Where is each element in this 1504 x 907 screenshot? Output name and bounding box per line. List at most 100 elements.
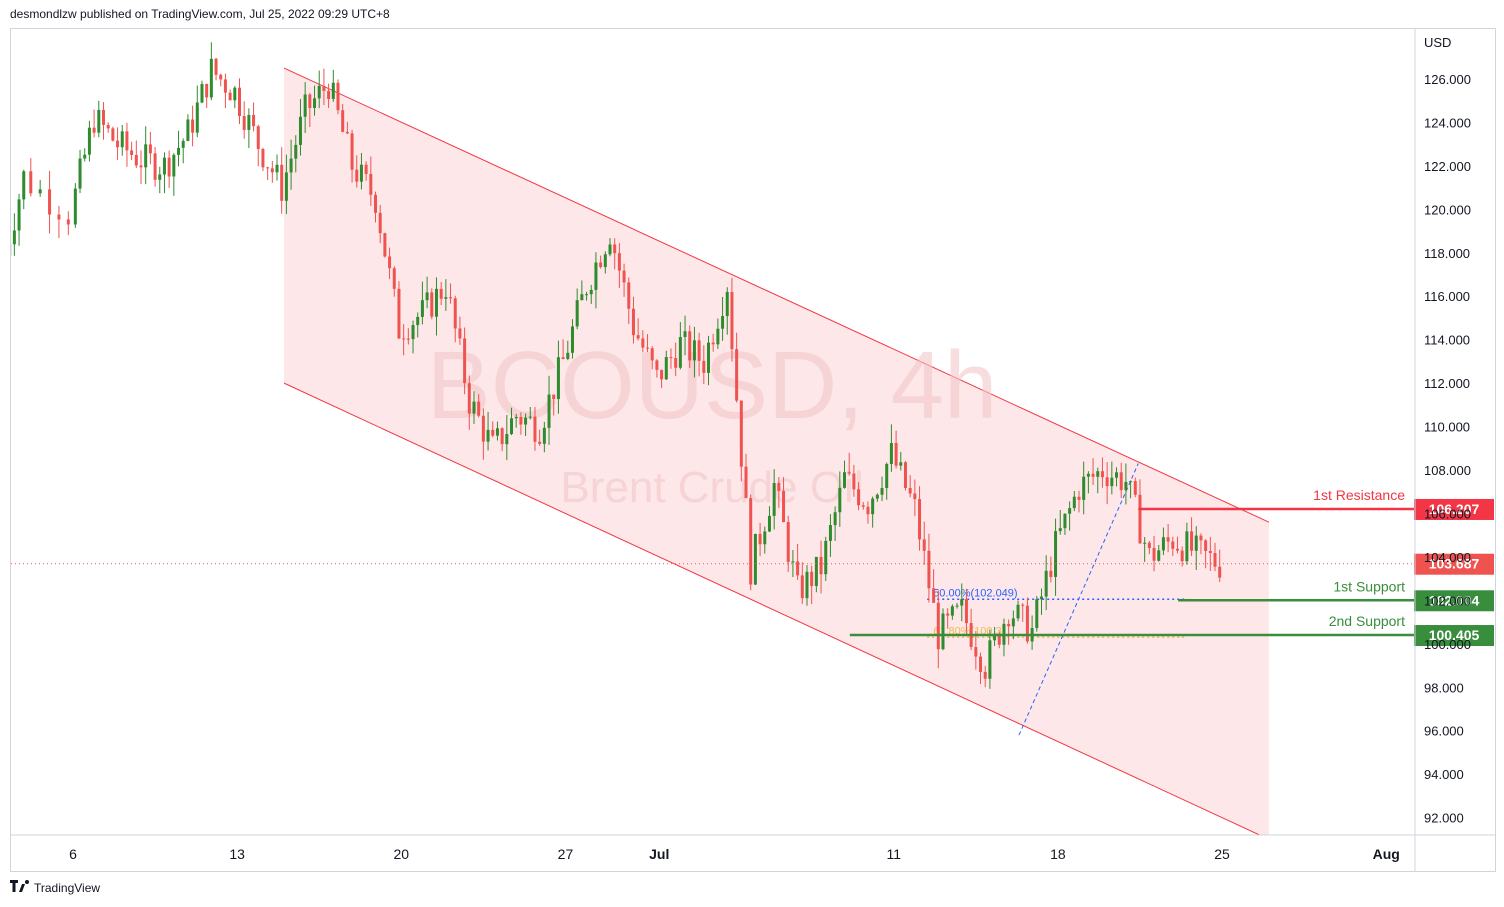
last-price-tag: [1414, 553, 1494, 575]
candle-down: [646, 347, 650, 349]
y-tick-label: 114.000: [1424, 333, 1470, 348]
channel-lower-line: [283, 382, 1261, 835]
candle-up: [1054, 531, 1058, 577]
candle-down: [66, 219, 70, 225]
x-tick-label: 20: [394, 846, 410, 862]
candle-up: [1039, 596, 1043, 600]
candle-up: [486, 429, 490, 442]
candle-down: [697, 340, 701, 361]
candle-up: [284, 172, 288, 201]
candle-up: [1143, 542, 1147, 544]
candle-up: [209, 58, 213, 98]
candle-down: [242, 116, 246, 130]
candle-down: [1147, 542, 1151, 549]
candle-down: [369, 173, 373, 195]
candle-up: [889, 442, 893, 465]
candle-down: [758, 533, 762, 545]
candle-up: [833, 512, 837, 526]
candle-up: [78, 158, 82, 189]
key-levels: 1st Resistance 106.207 1st Support 102.004 2…: [11, 487, 1494, 647]
candle-down: [130, 150, 134, 155]
candle-up: [514, 417, 518, 419]
candle-down: [92, 127, 96, 133]
candle-down: [308, 94, 312, 108]
candle-down: [796, 561, 800, 576]
candle-up: [313, 98, 317, 108]
candle-down: [786, 522, 790, 562]
candle-down: [1152, 548, 1156, 561]
candle-up: [542, 427, 546, 444]
candle-down: [927, 550, 931, 589]
candle-up: [186, 119, 190, 141]
candle-down: [223, 79, 227, 93]
candle-down: [1190, 531, 1194, 551]
candle-up: [1194, 535, 1198, 551]
candle-up: [706, 342, 710, 373]
y-tick-label: 118.000: [1424, 246, 1470, 261]
candle-down: [561, 357, 565, 359]
candles: [11, 42, 1222, 689]
candle-down: [1138, 494, 1142, 544]
y-tick-label: 110.000: [1424, 420, 1470, 435]
price-channel: [283, 67, 1270, 835]
candle-down: [800, 575, 804, 599]
candle-up: [233, 87, 237, 101]
chart-frame[interactable]: [10, 28, 1496, 872]
candle-down: [777, 483, 781, 491]
candle-down: [336, 82, 340, 111]
candle-up: [1124, 481, 1128, 491]
level-price-tag: [1414, 625, 1494, 647]
candle-down: [1204, 540, 1208, 551]
candle-down: [1218, 566, 1222, 578]
candle-up: [955, 605, 959, 607]
fib-level-label: 50.00%(102.049): [933, 587, 1017, 599]
candle-up: [195, 102, 199, 133]
candle-down: [449, 297, 453, 299]
candle-up: [814, 556, 818, 587]
candle-up: [570, 326, 574, 353]
candle-down: [552, 394, 556, 400]
y-tick-label: 102.000: [1424, 593, 1471, 608]
candle-down: [214, 58, 218, 75]
candle-up: [678, 337, 682, 368]
candle-down: [48, 189, 52, 215]
candle-down: [1213, 553, 1217, 567]
channel-upper-line: [283, 67, 1270, 523]
candle-up: [772, 483, 776, 516]
candle-up: [763, 531, 767, 545]
candle-up: [331, 82, 335, 99]
candle-up: [472, 401, 476, 414]
candle-down: [1100, 471, 1104, 478]
candle-up: [1068, 508, 1072, 514]
candle-down: [388, 256, 392, 269]
candle-down: [106, 124, 110, 129]
candle-down: [857, 489, 861, 506]
candle-down: [29, 171, 33, 194]
candle-up: [289, 158, 293, 173]
candle-down: [1133, 481, 1137, 495]
candle-down: [261, 149, 265, 168]
candle-down: [402, 338, 406, 340]
candle-down: [350, 133, 354, 170]
candle-up: [1129, 481, 1133, 483]
candle-down: [139, 165, 143, 168]
candle-up: [22, 171, 26, 200]
candle-down: [749, 498, 753, 585]
x-tick-label: 27: [558, 846, 574, 862]
candle-down: [983, 671, 987, 679]
x-tick-label: 13: [229, 846, 245, 862]
candle-down: [655, 360, 659, 370]
candle-up: [294, 144, 298, 159]
candle-up: [181, 140, 185, 148]
candle-down: [519, 417, 523, 425]
candle-down: [622, 270, 626, 283]
candle-up: [875, 494, 879, 499]
fib-trend-line: [1018, 463, 1139, 736]
candle-up: [17, 199, 21, 231]
y-axis: USD 126.000 124.000 122.000 120.000 118.000 11…: [1414, 29, 1471, 835]
level-price-label: 100.405: [1429, 627, 1480, 643]
candle-up: [716, 328, 720, 345]
candle-down: [219, 74, 223, 80]
candle-down: [1105, 477, 1109, 487]
